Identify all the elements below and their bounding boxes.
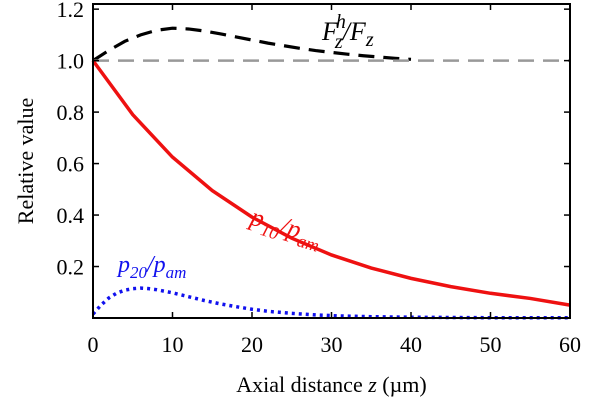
annotation-p10-sub: 10 (258, 219, 281, 243)
annotation-p20-slash: / (145, 252, 156, 278)
y-tick-label: 1.0 (57, 49, 85, 74)
x-tick-label: 50 (480, 332, 502, 357)
y-tick-label: 0.4 (57, 203, 85, 228)
annotation-p20-base2: p (152, 252, 166, 278)
x-axis-title-prefix: Axial distance (236, 372, 368, 397)
annotation-fz-sub: z (334, 31, 343, 53)
y-tick-label: 0.8 (57, 100, 85, 125)
annotation-p20-sub2: am (166, 263, 187, 282)
annotation-fz-base: F (321, 17, 339, 46)
x-tick-label: 0 (88, 332, 99, 357)
x-axis-title: Axial distance z (µm) (236, 372, 426, 397)
y-tick-label: 1.2 (57, 0, 85, 22)
x-axis-title-unit: (µm) (377, 372, 427, 397)
annotation-fz-sup: h (336, 11, 346, 33)
annotation-fz-sub2: z (365, 29, 374, 51)
annotation-p20-base: p (116, 252, 130, 278)
annotation-p10-sub2: am (295, 230, 322, 256)
annotation-fz-base2: F (349, 17, 367, 46)
x-tick-labels: 0 10 20 30 40 50 60 (88, 332, 582, 357)
annotation-p10-ratio: p10/pam (244, 201, 326, 256)
y-tick-label: 0.6 (57, 152, 85, 177)
x-tick-label: 10 (162, 332, 184, 357)
annotation-fz-slash: / (341, 17, 353, 46)
x-tick-label: 40 (400, 332, 422, 357)
x-axis-title-variable: z (367, 372, 377, 397)
x-tick-label: 30 (321, 332, 343, 357)
series-line-2 (91, 59, 571, 307)
y-tick-label: 0.2 (57, 255, 85, 280)
series-line-0 (92, 26, 412, 62)
x-tick-label: 60 (559, 332, 581, 357)
annotation-p20-sub: 20 (130, 263, 148, 282)
annotation-p20-ratio: p20/pam (116, 252, 186, 282)
x-tick-label: 20 (241, 332, 263, 357)
y-axis-title: Relative value (13, 98, 38, 224)
y-tick-labels: 0.2 0.4 0.6 0.8 1.0 1.2 (57, 0, 85, 280)
annotation-fz-ratio: Fh z/Fz (321, 11, 374, 53)
tick-layer (92, 4, 571, 318)
